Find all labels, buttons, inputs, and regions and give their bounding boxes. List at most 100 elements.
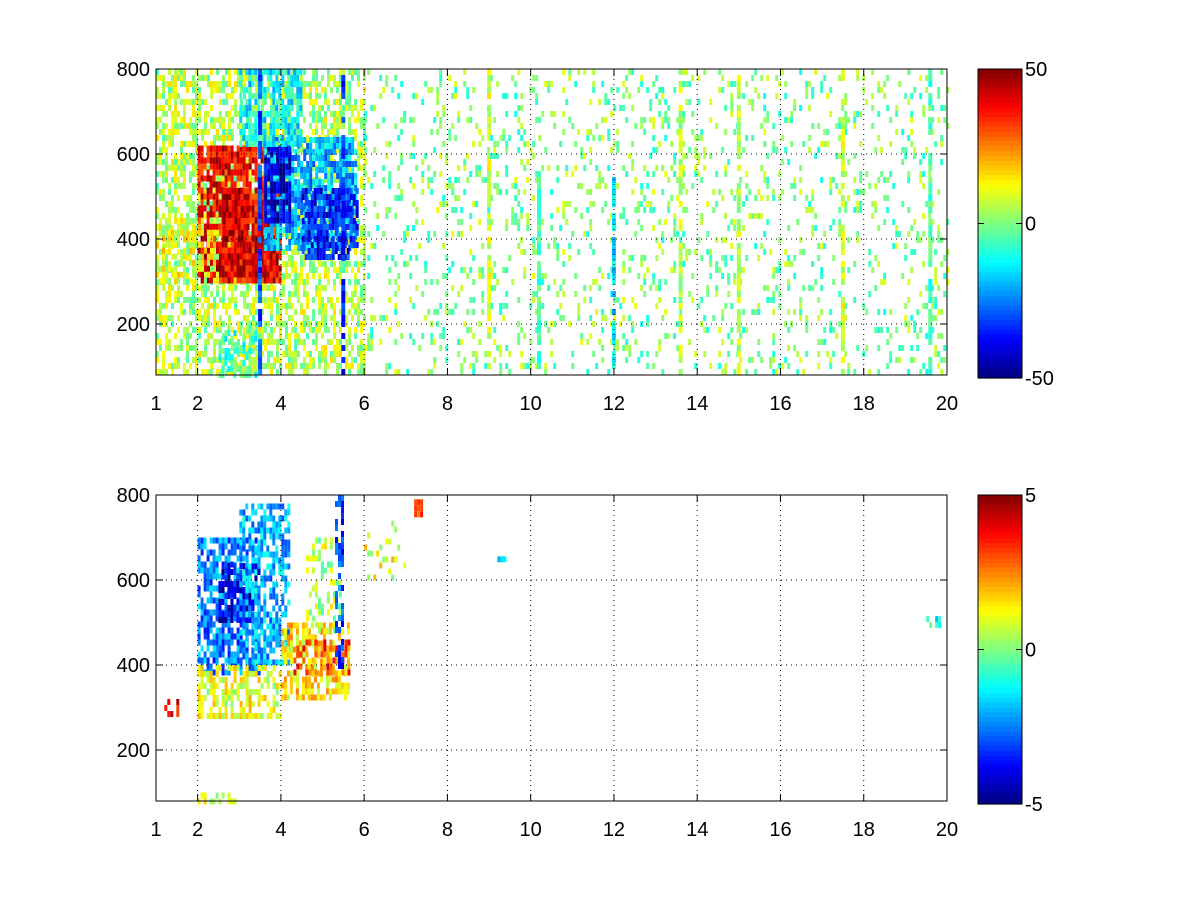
heatmap-cell xyxy=(234,279,237,285)
heatmap-cell xyxy=(168,315,171,321)
heatmap-cell xyxy=(221,145,225,152)
heatmap-cell xyxy=(763,285,767,291)
heatmap-cell xyxy=(252,297,255,303)
heatmap-cell xyxy=(778,291,782,297)
heatmap-cell xyxy=(315,111,318,117)
heatmap-cell xyxy=(165,147,168,153)
heatmap-cell xyxy=(345,249,348,255)
heatmap-cell xyxy=(273,327,276,333)
heatmap-cell xyxy=(183,105,186,111)
heatmap-cell xyxy=(221,360,225,366)
heatmap-cell xyxy=(225,369,228,375)
heatmap-cell xyxy=(634,303,638,309)
heatmap-cell xyxy=(216,213,219,219)
heatmap-cell xyxy=(709,249,713,255)
heatmap-cell xyxy=(291,363,294,369)
heatmap-cell xyxy=(237,194,241,200)
heatmap-cell xyxy=(733,81,737,87)
heatmap-cell xyxy=(511,279,515,285)
heatmap-cell xyxy=(360,327,363,333)
heatmap-cell xyxy=(469,213,473,219)
heatmap-cell xyxy=(454,303,458,309)
heatmap-cell xyxy=(469,105,473,111)
heatmap-cell xyxy=(769,249,773,255)
heatmap-cell xyxy=(156,285,159,291)
heatmap-cell xyxy=(242,336,246,342)
heatmap-cell xyxy=(631,255,635,261)
heatmap-cell xyxy=(421,333,425,339)
heatmap-cell xyxy=(337,212,341,218)
heatmap-cell xyxy=(670,165,674,171)
heatmap-cell xyxy=(210,117,213,123)
heatmap-cell xyxy=(276,211,280,218)
heatmap-cell xyxy=(733,129,737,135)
heatmap-cell xyxy=(245,111,249,117)
heatmap-cell xyxy=(269,135,273,141)
heatmap-cell xyxy=(339,345,342,351)
heatmap-cell xyxy=(252,315,255,321)
heatmap-cell xyxy=(331,236,335,242)
heatmap-cell xyxy=(322,236,326,242)
top-heatmap-cells xyxy=(156,69,950,378)
heatmap-cell xyxy=(315,87,318,93)
heatmap-cell xyxy=(345,99,348,105)
heatmap-cell xyxy=(315,69,318,75)
heatmap-cell xyxy=(267,81,270,87)
heatmap-cell xyxy=(784,321,788,327)
heatmap-cell xyxy=(315,167,319,173)
heatmap-cell xyxy=(598,285,602,291)
heatmap-cell xyxy=(682,153,686,159)
heatmap-cell xyxy=(348,237,351,243)
heatmap-cell xyxy=(291,239,295,245)
heatmap-cell xyxy=(269,69,273,75)
heatmap-cell xyxy=(313,188,317,194)
heatmap-cell xyxy=(330,143,334,149)
heatmap-cell xyxy=(553,321,557,327)
heatmap-cell xyxy=(775,75,779,81)
heatmap-cell xyxy=(517,105,521,111)
heatmap-cell xyxy=(288,211,292,218)
heatmap-cell xyxy=(475,123,479,129)
heatmap-cell xyxy=(631,69,635,75)
heatmap-cell xyxy=(469,327,473,333)
heatmap-cell xyxy=(269,259,273,266)
heatmap-cell xyxy=(670,195,674,201)
heatmap-cell xyxy=(261,297,264,303)
heatmap-cell xyxy=(225,236,229,242)
heatmap-cell xyxy=(562,315,566,321)
heatmap-cell xyxy=(189,201,192,207)
heatmap-cell xyxy=(763,117,767,123)
heatmap-cell xyxy=(385,213,389,219)
heatmap-cell xyxy=(345,105,348,111)
heatmap-cell xyxy=(273,163,277,170)
heatmap-cell xyxy=(192,153,195,159)
heatmap-cell xyxy=(174,165,177,171)
heatmap-cell xyxy=(270,199,274,206)
heatmap-cell xyxy=(730,219,734,225)
heatmap-cell xyxy=(727,225,731,231)
heatmap-cell xyxy=(300,111,303,117)
heatmap-cell xyxy=(652,363,656,369)
heatmap-cell xyxy=(321,167,325,173)
heatmap-cell xyxy=(204,247,207,254)
heatmap-cell xyxy=(197,157,201,164)
heatmap-cell xyxy=(159,93,162,99)
heatmap-cell xyxy=(276,233,280,239)
heatmap-cell xyxy=(251,253,255,260)
heatmap-cell xyxy=(363,99,366,105)
heatmap-cell xyxy=(733,225,737,231)
heatmap-cell xyxy=(673,297,677,303)
heatmap-cell xyxy=(363,273,366,279)
heatmap-cell xyxy=(352,224,356,230)
heatmap-cell xyxy=(351,149,355,155)
heatmap-cell xyxy=(589,333,593,339)
heatmap-cell xyxy=(327,129,330,135)
heatmap-cell xyxy=(269,129,273,135)
heatmap-cell xyxy=(156,223,159,230)
heatmap-cell xyxy=(351,111,354,117)
heatmap-cell xyxy=(198,297,201,303)
heatmap-cell xyxy=(409,153,413,159)
heatmap-cell xyxy=(245,259,249,266)
heatmap-cell xyxy=(204,183,207,189)
heatmap-cell xyxy=(691,273,695,279)
